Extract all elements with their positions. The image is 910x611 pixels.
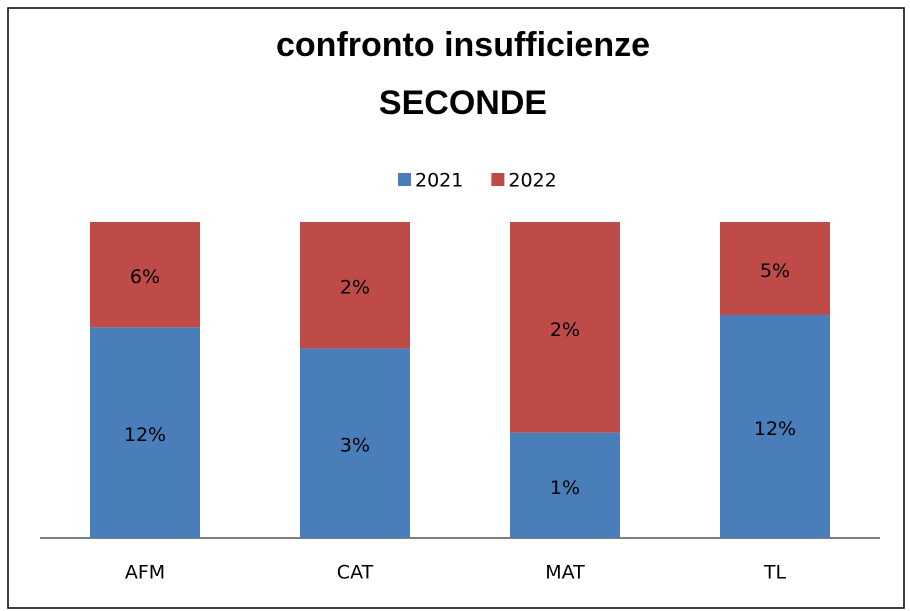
bar-segment bbox=[90, 222, 200, 328]
bar-segment bbox=[720, 314, 830, 538]
data-label: 3% bbox=[340, 435, 370, 457]
bar-segment bbox=[300, 222, 410, 349]
legend-swatch bbox=[398, 173, 411, 186]
bar-segment bbox=[90, 327, 200, 538]
bar-segment bbox=[510, 432, 620, 538]
bar-segment bbox=[510, 222, 620, 433]
x-tick-label: MAT bbox=[545, 562, 585, 584]
data-label: 2% bbox=[340, 277, 370, 299]
chart-title: confronto insufficienze bbox=[276, 26, 650, 64]
x-tick-label: CAT bbox=[337, 562, 374, 584]
data-label: 6% bbox=[130, 266, 160, 288]
legend-swatch bbox=[491, 173, 505, 186]
chart-title: SECONDE bbox=[379, 84, 547, 122]
legend-label: 2021 bbox=[415, 170, 463, 192]
bar-segment bbox=[300, 348, 410, 538]
data-label: 1% bbox=[550, 477, 580, 499]
legend-label: 2022 bbox=[508, 170, 556, 192]
data-label: 12% bbox=[124, 424, 166, 446]
data-label: 5% bbox=[760, 260, 790, 282]
bar-segment bbox=[720, 222, 830, 315]
x-tick-label: TL bbox=[763, 562, 787, 584]
data-label: 12% bbox=[754, 418, 796, 440]
x-tick-label: AFM bbox=[125, 562, 165, 584]
data-label: 2% bbox=[550, 319, 580, 341]
